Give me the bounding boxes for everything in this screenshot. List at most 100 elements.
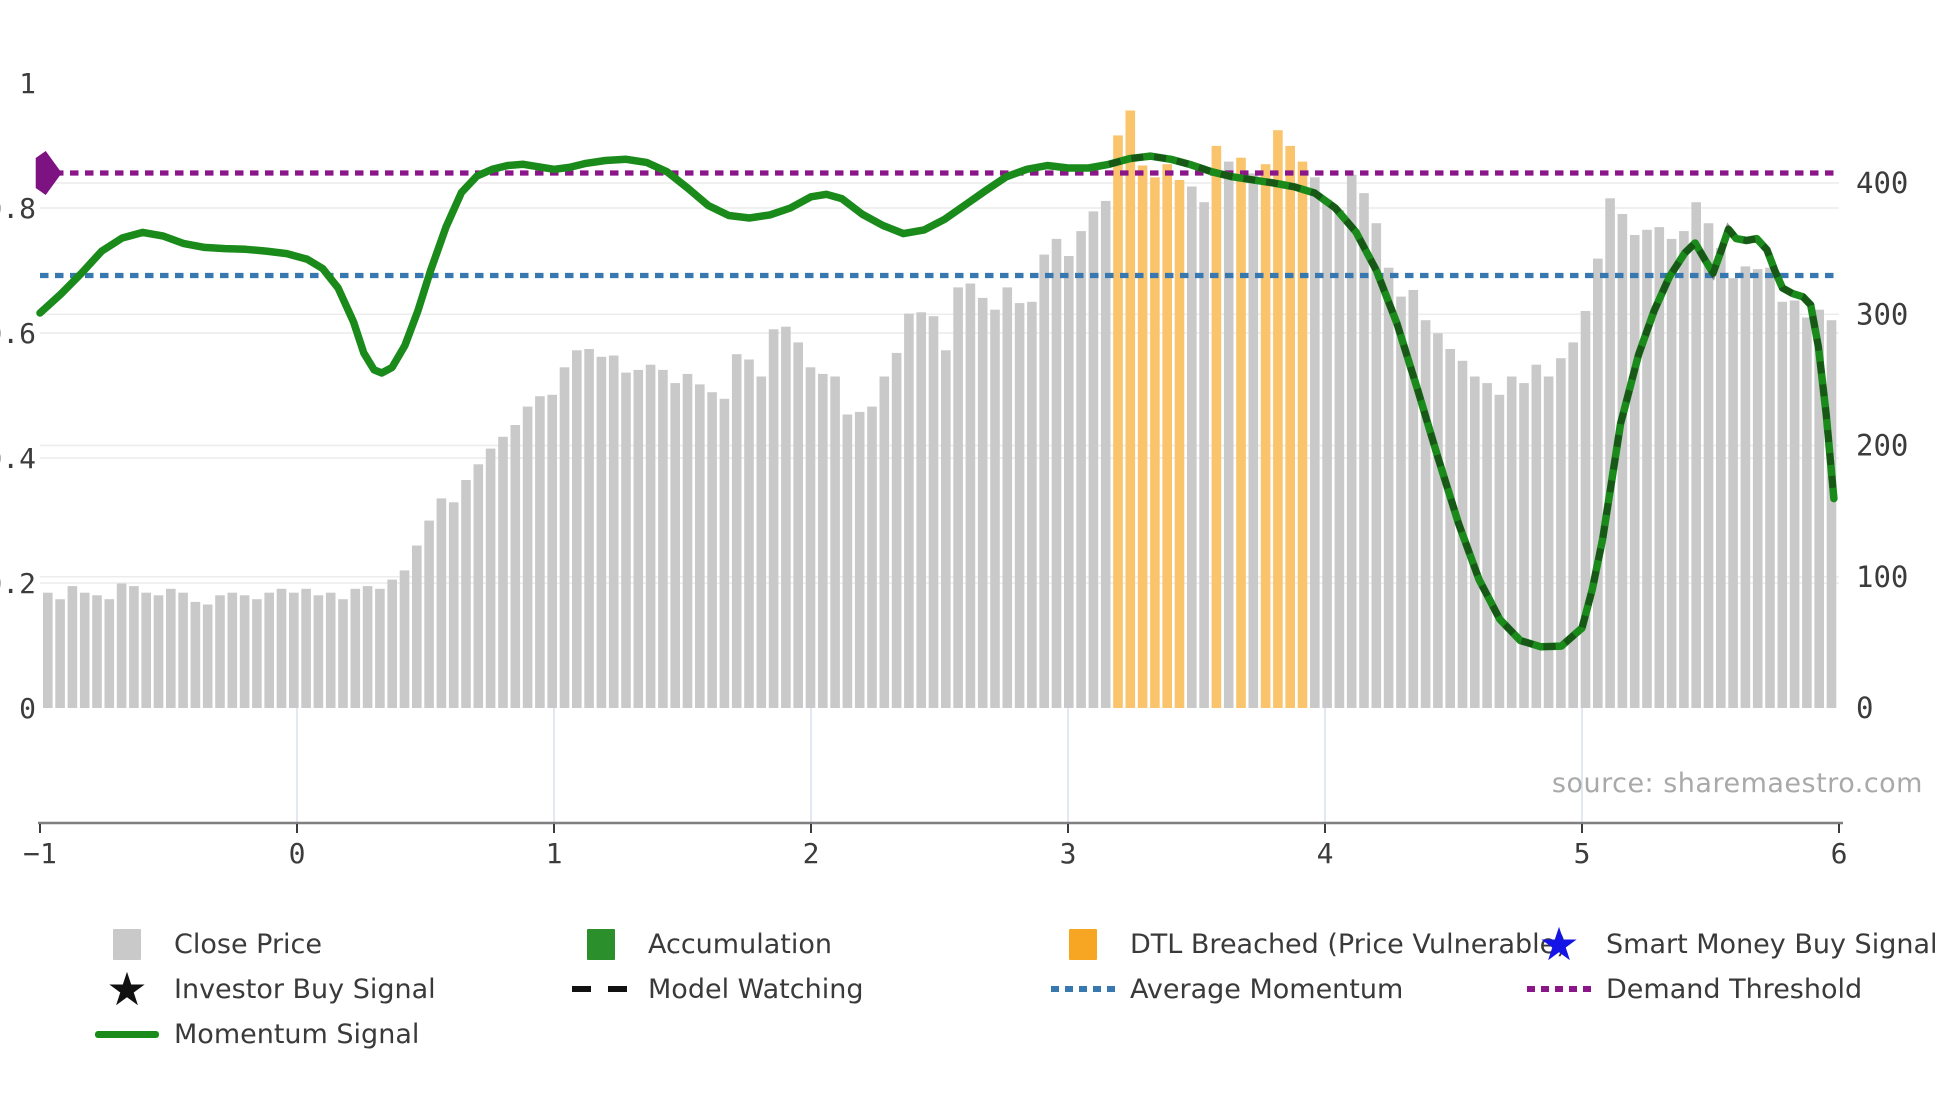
close-price-bar	[1802, 317, 1812, 708]
close-price-bar	[793, 342, 803, 708]
close-price-bar	[904, 313, 914, 708]
close-price-bar	[1531, 364, 1542, 708]
close-price-bar	[436, 498, 447, 708]
vertical-gridlines	[296, 704, 1583, 822]
legend-item-close-price: Close Price	[92, 922, 322, 966]
x-tick-label: 3	[1060, 837, 1077, 870]
close-price-bar	[1629, 235, 1640, 708]
close-price-bar	[1789, 300, 1800, 708]
close-price-bar	[1580, 311, 1591, 708]
close-price-bar	[645, 364, 656, 708]
close-price-bar	[719, 398, 730, 708]
close-price-bar	[1322, 199, 1332, 708]
close-price-bar	[584, 349, 594, 708]
x-tick-label: 2	[803, 837, 820, 870]
close-price-bar	[1654, 227, 1665, 708]
dtl-breached-bar	[1211, 145, 1222, 708]
close-price-bar	[842, 414, 853, 708]
close-price-bar	[301, 588, 311, 708]
close-price-bar	[79, 592, 90, 708]
close-price-bar	[190, 601, 201, 708]
momentum-line-icon	[92, 1030, 162, 1038]
close-price-bar	[1740, 266, 1751, 708]
close-price-bar	[1494, 394, 1505, 708]
close-price-bar	[1027, 301, 1037, 708]
close-price-bar	[1703, 223, 1714, 708]
dtl-breached-swatch-icon	[1048, 928, 1118, 960]
close-price-bar	[1248, 173, 1259, 708]
close-price-bar	[1543, 376, 1554, 708]
y-right-tick-label: 100	[1856, 560, 1908, 594]
close-price-bar	[1100, 200, 1111, 708]
close-price-bar	[1814, 309, 1824, 708]
close-price-bar	[252, 599, 262, 708]
close-price-bar	[387, 579, 397, 708]
investor-buy-marker-diamond	[35, 151, 62, 195]
close-price-bar	[1765, 267, 1775, 708]
close-price-bar	[830, 376, 840, 708]
model-watching-overlay	[1108, 152, 1838, 651]
close-price-bar	[510, 425, 521, 708]
close-price-bar	[1076, 231, 1086, 708]
legend-item-model-watching: Model Watching	[566, 967, 863, 1011]
x-axis: −1 0 1 2 3 4 5 6	[23, 821, 1848, 870]
close-price-bar	[1064, 256, 1074, 708]
y-left-tick-label: 1	[19, 67, 36, 100]
close-price-bar	[854, 411, 865, 708]
x-tick-label: 6	[1831, 837, 1848, 870]
close-price-bar	[1593, 258, 1603, 708]
close-price-bar	[215, 595, 225, 708]
close-price-bar	[1642, 229, 1652, 709]
price-momentum-chart: −1 0 1 2 3 4 5 6 0 0.2 0.4 0.6 0.8 1 0 100 200 300 400	[0, 67, 1908, 870]
close-price-bar	[1346, 174, 1357, 708]
close-price-bar	[608, 355, 619, 708]
legend-item-average-momentum: Average Momentum	[1048, 967, 1403, 1011]
close-price-bar	[1359, 193, 1369, 709]
x-tick-label: 1	[546, 837, 563, 870]
close-price-bar	[55, 599, 65, 708]
close-price-bar	[879, 376, 890, 708]
close-price-bar	[1371, 223, 1382, 708]
x-tick-label: −1	[23, 837, 57, 870]
close-price-bar	[867, 406, 877, 708]
close-price-bar	[1556, 358, 1566, 708]
legend-label-accumulation: Accumulation	[648, 928, 832, 960]
close-price-bar	[1014, 303, 1025, 708]
close-price-bar	[448, 502, 459, 708]
close-price-bar	[658, 369, 668, 708]
close-price-bar	[178, 592, 188, 708]
close-price-bar	[670, 383, 680, 708]
close-price-bar	[92, 595, 102, 708]
close-price-bar	[375, 588, 385, 708]
y-axis-left-labels: 0 0.2 0.4 0.6 0.8 1	[0, 67, 36, 725]
close-price-bar	[1408, 290, 1419, 708]
y-left-tick-label: 0.2	[0, 567, 36, 600]
close-price-bar	[1617, 214, 1628, 708]
close-price-bar	[928, 316, 939, 708]
legend-item-accumulation: Accumulation	[566, 922, 832, 966]
close-price-bars	[43, 110, 1837, 709]
legend-item-dtl-breached: DTL Breached (Price Vulnerable)	[1048, 922, 1567, 966]
close-price-bar	[941, 350, 951, 708]
close-price-bar	[239, 595, 250, 708]
close-price-bar	[1568, 342, 1578, 708]
close-price-bar	[264, 592, 274, 708]
close-price-bar	[1383, 267, 1394, 708]
close-price-bar	[781, 326, 791, 708]
close-price-bar	[1826, 320, 1837, 708]
close-price-bar	[1679, 231, 1689, 708]
close-price-bar	[572, 350, 582, 708]
close-price-bar	[1433, 333, 1443, 708]
dtl-breached-bar	[1125, 110, 1136, 708]
y-right-tick-label: 300	[1856, 297, 1908, 331]
close-price-bar	[891, 352, 902, 708]
y-left-tick-label: 0.4	[0, 442, 36, 475]
x-tick-label: 4	[1317, 837, 1334, 870]
legend-label-demand-threshold: Demand Threshold	[1606, 973, 1863, 1005]
close-price-bar	[682, 373, 693, 708]
close-price-bar	[412, 545, 422, 708]
close-price-bar	[289, 592, 299, 708]
close-price-bar	[129, 586, 139, 708]
accumulation-swatch-icon	[566, 928, 636, 960]
